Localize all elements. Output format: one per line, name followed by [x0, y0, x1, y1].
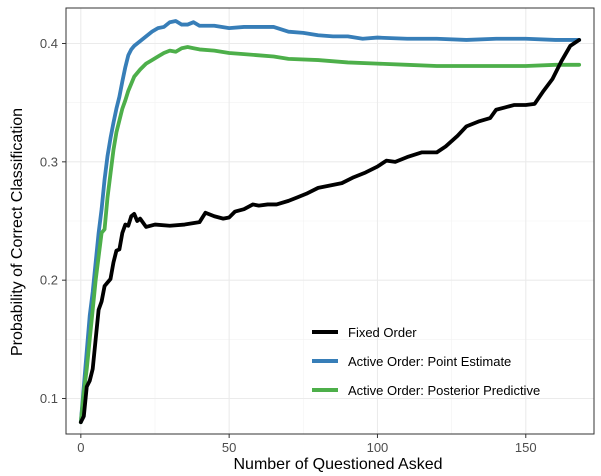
major-gridlines — [66, 8, 594, 434]
y-tick-label: 0.4 — [40, 36, 58, 51]
x-tick-label: 0 — [77, 440, 84, 455]
legend-label-active-point-estimate: Active Order: Point Estimate — [348, 354, 511, 369]
minor-gridlines — [66, 8, 594, 434]
y-axis-title: Probability of Correct Classification — [9, 108, 26, 356]
x-tick-label: 150 — [515, 440, 537, 455]
legend-label-fixed-order: Fixed Order — [348, 325, 417, 340]
y-tick-label: 0.2 — [40, 273, 58, 288]
plot-panel-border — [65, 7, 595, 435]
series-line-active-point-estimate — [78, 19, 582, 425]
legend: Fixed Order Active Order: Point Estimate… — [312, 325, 540, 398]
x-tick-label: 50 — [222, 440, 236, 455]
legend-label-active-posterior-predictive: Active Order: Posterior Predictive — [348, 383, 540, 398]
axis-ticks: 0 50 100 150 0.1 0.2 0.3 0.4 — [40, 36, 537, 455]
series-line-active-posterior-predictive — [78, 45, 582, 425]
x-tick-label: 100 — [367, 440, 389, 455]
series-line-fixed-order — [78, 38, 582, 425]
series-lines — [78, 19, 582, 425]
y-tick-label: 0.1 — [40, 391, 58, 406]
y-tick-label: 0.3 — [40, 154, 58, 169]
x-axis-title: Number of Questioned Asked — [233, 456, 442, 473]
